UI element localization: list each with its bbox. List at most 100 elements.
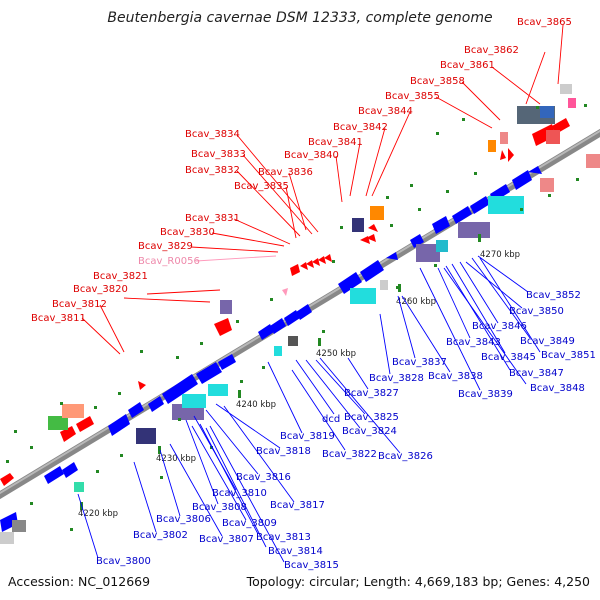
gene-arrow — [0, 512, 18, 532]
gene-label: Bcav_3841 — [308, 137, 363, 148]
gene-arrow — [62, 462, 78, 478]
gene-arrow — [258, 324, 274, 340]
rna-gene — [282, 288, 288, 296]
gene-box — [74, 482, 84, 492]
gene-arrow — [318, 256, 326, 264]
gene-arrow — [162, 374, 198, 404]
gene-arrow — [366, 234, 376, 242]
gene-box — [500, 132, 508, 144]
gene-arrow — [312, 258, 320, 266]
gene-box — [416, 244, 440, 262]
kbp-label-4220: 4220 kbp — [78, 509, 118, 519]
gene-arrow — [214, 318, 232, 336]
kbp-label-4250: 4250 kbp — [316, 349, 356, 359]
gene-label: Bcav_3810 — [212, 488, 267, 499]
gene-label: Bcav_3809 — [222, 518, 277, 529]
accession-text: Accession: NC_012669 — [8, 574, 151, 589]
upper-strand-genes — [0, 84, 600, 486]
gene-arrow — [296, 304, 312, 320]
gene-label: Bcav_3824 — [342, 426, 397, 437]
lower-labels: Bcav_3852 Bcav_3850 Bcav_3846 Bcav_3849 … — [77, 255, 596, 571]
gene-label: dcd — [322, 414, 340, 425]
gene-box — [0, 532, 14, 544]
gene-box — [560, 84, 572, 94]
gene-label: Bcav_3830 — [160, 227, 215, 238]
map-title: Beutenbergia cavernae DSM 12333, complet… — [107, 10, 493, 26]
gene-arrow — [500, 150, 506, 160]
gene-box — [12, 520, 26, 532]
gene-arrow — [360, 260, 384, 282]
kbp-tick-mark — [398, 284, 401, 292]
lower-strand-genes — [0, 166, 542, 544]
gene-label: Bcav_3815 — [284, 560, 339, 571]
gene-arrow — [432, 216, 450, 234]
gene-label: Bcav_3819 — [280, 431, 335, 442]
gene-label: Bcav_3848 — [530, 383, 585, 394]
gene-arrow — [148, 396, 164, 412]
gene-label: Bcav_3806 — [156, 514, 211, 525]
gene-arrow — [0, 473, 14, 486]
gene-label: Bcav_3827 — [344, 388, 399, 399]
gene-label: Bcav_3840 — [284, 150, 339, 161]
gene-label: Bcav_3852 — [526, 290, 581, 301]
gene-box — [220, 300, 232, 314]
gene-box — [586, 154, 600, 168]
gene-label: Bcav_3838 — [428, 371, 483, 382]
gene-box — [288, 336, 298, 346]
gene-label: Bcav_3813 — [256, 532, 311, 543]
gene-box — [48, 416, 68, 430]
kbp-label-4230: 4230 kbp — [156, 454, 196, 464]
gene-arrow — [306, 260, 314, 268]
kbp-tick-mark — [478, 234, 481, 242]
gene-label: Bcav_3855 — [385, 91, 440, 102]
gene-arrow — [512, 170, 532, 190]
upper-labels: Bcav_3865 Bcav_3862 Bcav_3861 Bcav_3858 … — [31, 17, 572, 355]
gene-box — [488, 140, 496, 152]
rna-label-line — [195, 255, 277, 262]
gene-label: Bcav_3846 — [472, 321, 527, 332]
gene-box — [208, 384, 228, 396]
gene-label: Bcav_3835 — [234, 181, 289, 192]
gene-label: Bcav_3831 — [185, 213, 240, 224]
gene-label: Bcav_3811 — [31, 313, 86, 324]
gene-box — [540, 178, 554, 192]
gene-arrow — [138, 381, 146, 390]
gene-box — [488, 196, 524, 214]
gene-box — [62, 404, 84, 418]
gene-box — [350, 288, 376, 304]
gene-arrow — [44, 466, 64, 484]
gene-label: Bcav_3847 — [509, 368, 564, 379]
gene-label: Bcav_3849 — [520, 336, 575, 347]
gene-label: Bcav_3826 — [378, 451, 433, 462]
gene-arrow — [528, 166, 542, 174]
gene-box — [546, 130, 560, 144]
gene-label: Bcav_3862 — [464, 45, 519, 56]
gene-box — [540, 106, 554, 118]
gene-label: Bcav_3850 — [509, 306, 564, 317]
gene-arrow — [270, 318, 286, 334]
genome-summary-text: Topology: circular; Length: 4,669,183 bp… — [246, 574, 590, 589]
gene-arrow — [452, 206, 472, 224]
gene-label: Bcav_3828 — [369, 373, 424, 384]
gene-box — [182, 394, 206, 408]
gene-label: Bcav_3808 — [192, 502, 247, 513]
gene-arrow — [284, 310, 300, 326]
gene-label: Bcav_3851 — [541, 350, 596, 361]
gene-arrow — [108, 414, 130, 436]
kbp-tick-mark — [238, 390, 241, 398]
gene-label: Bcav_3858 — [410, 76, 465, 87]
gene-arrow — [410, 234, 424, 248]
kbp-label-4260: 4260 kbp — [396, 297, 436, 307]
gene-arrow — [128, 402, 144, 418]
gene-label: Bcav_3800 — [96, 556, 151, 567]
gene-label: Bcav_3844 — [358, 106, 413, 117]
gene-arrow — [196, 362, 222, 384]
gene-label: Bcav_3834 — [185, 129, 240, 140]
gene-box — [436, 240, 448, 252]
gene-label: Bcav_3818 — [256, 446, 311, 457]
gene-arrow — [290, 264, 300, 276]
gene-label: Bcav_3843 — [446, 337, 501, 348]
gene-box — [380, 280, 388, 290]
gene-label: Bcav_3820 — [73, 284, 128, 295]
